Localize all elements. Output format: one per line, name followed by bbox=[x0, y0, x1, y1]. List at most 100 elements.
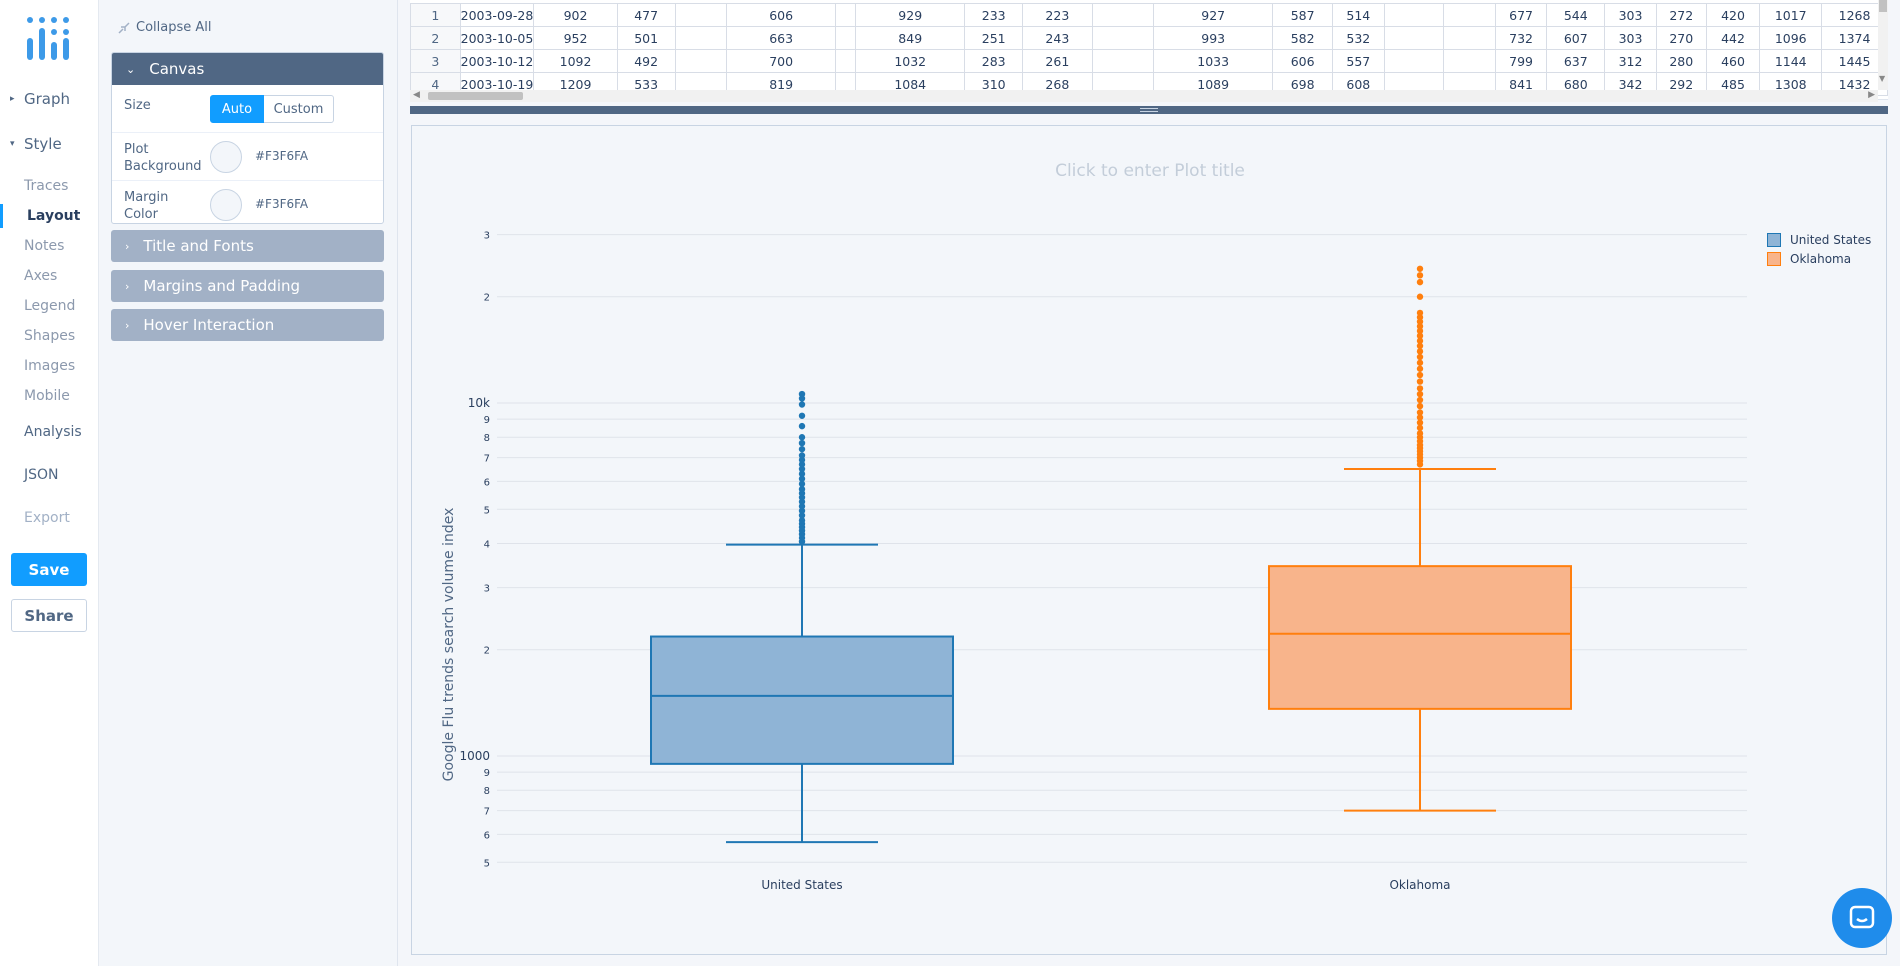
outlier-point-united-states[interactable] bbox=[798, 422, 806, 430]
table-cell[interactable]: 587 bbox=[1272, 3, 1333, 27]
table-cell[interactable]: 637 bbox=[1546, 49, 1606, 73]
outlier-point-united-states[interactable] bbox=[798, 445, 806, 453]
nav-axes[interactable]: Axes bbox=[24, 268, 58, 284]
table-cell[interactable]: 557 bbox=[1331, 49, 1385, 73]
outlier-point-oklahoma[interactable] bbox=[1416, 402, 1424, 410]
table-cell[interactable] bbox=[835, 49, 857, 73]
plot-background-swatch[interactable] bbox=[210, 141, 242, 173]
scroll-right-icon[interactable]: ▶ bbox=[1868, 90, 1875, 100]
table-cell[interactable]: 270 bbox=[1655, 26, 1707, 50]
nav-images[interactable]: Images bbox=[24, 358, 76, 374]
nav-shapes[interactable]: Shapes bbox=[24, 328, 76, 344]
table-cell[interactable] bbox=[1091, 3, 1155, 27]
outlier-point-oklahoma[interactable] bbox=[1416, 309, 1424, 317]
scroll-thumb[interactable] bbox=[1879, 0, 1887, 12]
table-cell[interactable]: 929 bbox=[855, 3, 966, 27]
table-cell[interactable]: 993 bbox=[1153, 26, 1274, 50]
table-cell[interactable]: 732 bbox=[1494, 26, 1548, 50]
outlier-point-oklahoma[interactable] bbox=[1416, 272, 1424, 279]
outlier-point-united-states[interactable] bbox=[798, 456, 806, 464]
table-cell[interactable] bbox=[1443, 3, 1496, 27]
table-cell[interactable]: 1144 bbox=[1759, 49, 1823, 73]
table-cell[interactable]: 1017 bbox=[1759, 3, 1823, 27]
outlier-point-oklahoma[interactable] bbox=[1416, 390, 1424, 398]
table-cell[interactable]: 492 bbox=[616, 49, 676, 73]
outlier-point-oklahoma[interactable] bbox=[1416, 378, 1424, 385]
legend-item-united-states[interactable]: United States bbox=[1767, 233, 1871, 247]
outlier-point-oklahoma[interactable] bbox=[1416, 323, 1424, 330]
plot-title[interactable]: Click to enter Plot title bbox=[1055, 161, 1245, 181]
outlier-point-oklahoma[interactable] bbox=[1416, 419, 1424, 426]
share-button[interactable]: Share bbox=[11, 599, 87, 632]
box-oklahoma[interactable] bbox=[1268, 565, 1572, 710]
pane-splitter[interactable] bbox=[410, 106, 1888, 114]
table-cell[interactable]: 902 bbox=[533, 3, 618, 27]
outlier-point-united-states[interactable] bbox=[798, 390, 806, 398]
table-cell[interactable]: 283 bbox=[964, 49, 1024, 73]
table-cell[interactable]: 243 bbox=[1022, 26, 1093, 50]
table-cell[interactable]: 460 bbox=[1705, 49, 1761, 73]
outlier-point-united-states[interactable] bbox=[798, 434, 806, 441]
nav-export[interactable]: Export bbox=[24, 510, 70, 526]
outlier-point-united-states[interactable] bbox=[798, 485, 806, 493]
outlier-point-united-states[interactable] bbox=[798, 512, 806, 519]
table-cell[interactable]: 303 bbox=[1604, 26, 1657, 50]
outlier-point-oklahoma[interactable] bbox=[1416, 337, 1424, 345]
table-cell[interactable]: 927 bbox=[1153, 3, 1274, 27]
table-cell[interactable]: 2003-10-12 bbox=[459, 49, 535, 73]
nav-traces[interactable]: Traces bbox=[24, 178, 69, 194]
table-cell[interactable]: 1268 bbox=[1821, 3, 1888, 27]
scroll-thumb[interactable] bbox=[428, 92, 523, 100]
save-button[interactable]: Save bbox=[11, 553, 87, 586]
grid-horizontal-scrollbar[interactable]: ◀ ▶ bbox=[410, 90, 1878, 102]
nav-graph[interactable]: ▸ Graph bbox=[10, 90, 71, 108]
table-cell[interactable]: 261 bbox=[1022, 49, 1093, 73]
table-cell[interactable]: 312 bbox=[1604, 49, 1657, 73]
outlier-point-oklahoma[interactable] bbox=[1416, 359, 1424, 366]
table-cell[interactable]: 663 bbox=[726, 26, 837, 50]
legend-item-oklahoma[interactable]: Oklahoma bbox=[1767, 252, 1851, 266]
table-cell[interactable]: 677 bbox=[1494, 3, 1548, 27]
scroll-left-icon[interactable]: ◀ bbox=[413, 90, 420, 100]
outlier-point-united-states[interactable] bbox=[798, 465, 806, 473]
table-cell[interactable]: 799 bbox=[1494, 49, 1548, 73]
grid-vertical-scrollbar[interactable]: ▼ bbox=[1878, 0, 1888, 90]
table-cell[interactable] bbox=[1443, 49, 1496, 73]
size-auto-button[interactable]: Auto bbox=[210, 95, 264, 123]
table-cell[interactable]: 1374 bbox=[1821, 26, 1888, 50]
table-cell[interactable]: 442 bbox=[1705, 26, 1761, 50]
table-cell[interactable]: 607 bbox=[1546, 26, 1606, 50]
outlier-point-oklahoma[interactable] bbox=[1416, 414, 1424, 421]
table-cell[interactable] bbox=[1383, 26, 1445, 50]
table-cell[interactable]: 2003-09-28 bbox=[459, 3, 535, 27]
nav-json[interactable]: JSON bbox=[24, 467, 59, 483]
outlier-point-oklahoma[interactable] bbox=[1416, 342, 1424, 350]
outlier-point-oklahoma[interactable] bbox=[1416, 409, 1424, 416]
outlier-point-oklahoma[interactable] bbox=[1416, 265, 1424, 272]
outlier-point-oklahoma[interactable] bbox=[1416, 278, 1424, 286]
margins-and-padding-fold[interactable]: › Margins and Padding bbox=[111, 270, 384, 302]
nav-mobile[interactable]: Mobile bbox=[24, 388, 70, 404]
table-cell[interactable]: 849 bbox=[855, 26, 966, 50]
nav-notes[interactable]: Notes bbox=[24, 238, 65, 254]
outlier-point-united-states[interactable] bbox=[798, 470, 806, 478]
outlier-point-united-states[interactable] bbox=[798, 480, 806, 488]
outlier-point-oklahoma[interactable] bbox=[1416, 318, 1424, 325]
plotly-logo-icon[interactable] bbox=[24, 16, 72, 62]
outlier-point-united-states[interactable] bbox=[798, 517, 806, 524]
outlier-point-oklahoma[interactable] bbox=[1416, 293, 1424, 300]
box-united-states[interactable] bbox=[650, 635, 954, 765]
outlier-point-oklahoma[interactable] bbox=[1416, 385, 1424, 392]
table-cell[interactable] bbox=[835, 3, 857, 27]
scroll-down-icon[interactable]: ▼ bbox=[1879, 74, 1886, 83]
table-cell[interactable]: 532 bbox=[1331, 26, 1385, 50]
table-cell[interactable] bbox=[1383, 49, 1445, 73]
title-and-fonts-fold[interactable]: › Title and Fonts bbox=[111, 230, 384, 262]
table-cell[interactable]: 700 bbox=[726, 49, 837, 73]
outlier-point-oklahoma[interactable] bbox=[1416, 424, 1424, 432]
table-cell[interactable] bbox=[1383, 3, 1445, 27]
size-custom-button[interactable]: Custom bbox=[264, 95, 334, 123]
table-cell[interactable]: 1033 bbox=[1153, 49, 1274, 73]
outlier-point-united-states[interactable] bbox=[798, 461, 806, 468]
outlier-point-united-states[interactable] bbox=[798, 401, 806, 408]
